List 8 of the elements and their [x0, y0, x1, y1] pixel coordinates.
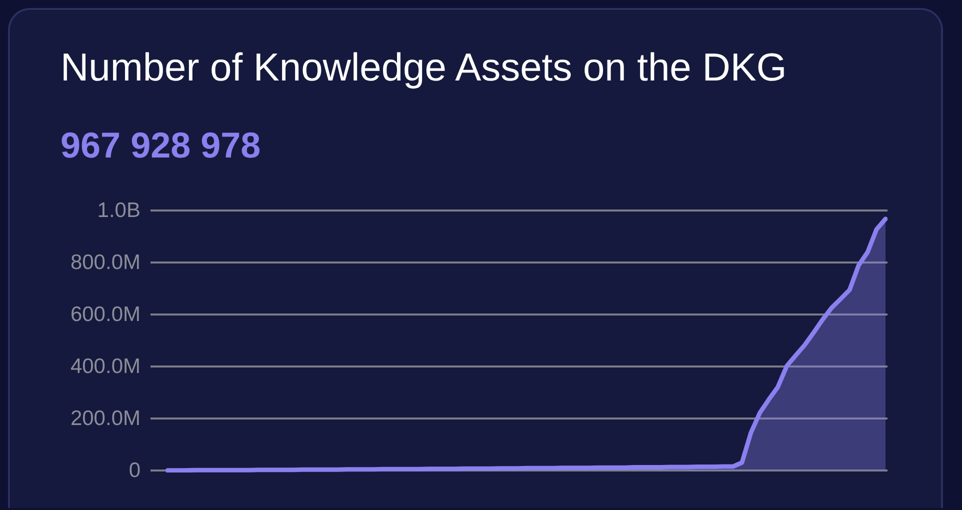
- chart-subtitle: 967 928 978: [60, 124, 261, 166]
- y-tick-label: 600.0M: [70, 303, 140, 326]
- y-tick-label: 200.0M: [70, 406, 140, 430]
- y-tick-label: 400.0M: [70, 354, 140, 378]
- y-tick-label: 0: [128, 458, 141, 482]
- chart-title: Number of Knowledge Assets on the DKG: [60, 46, 787, 90]
- y-tick-label: 800.0M: [70, 251, 140, 274]
- y-tick-label: 1.0B: [97, 199, 141, 222]
